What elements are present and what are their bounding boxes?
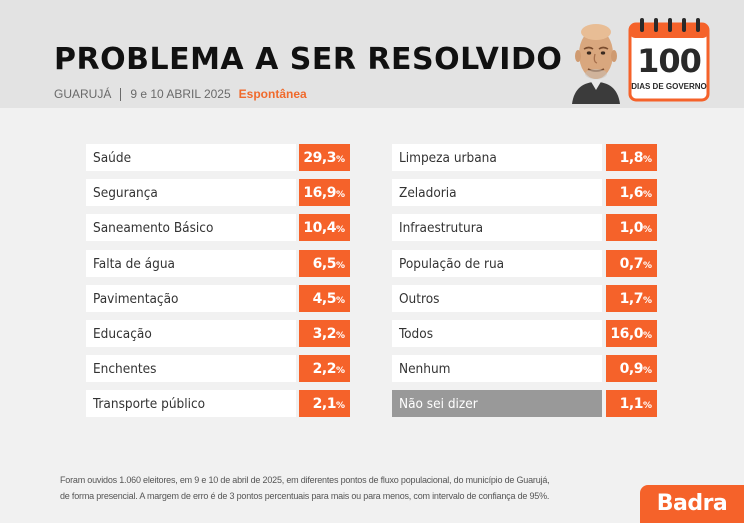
- percentage-value: 3,2%: [299, 319, 350, 347]
- result-row: Zeladoria 1,6%: [392, 179, 657, 207]
- methodology-footnote: Foram ouvidos 1.060 eleitores, em 9 e 10…: [60, 472, 620, 504]
- value-unit: %: [335, 225, 345, 236]
- value-number: 2,1: [312, 396, 337, 413]
- value-unit: %: [335, 401, 345, 412]
- value-unit: %: [642, 260, 652, 271]
- subtitle-divider: [120, 87, 122, 101]
- percentage-value: 0,7%: [606, 249, 657, 277]
- value-number: 1,8: [619, 150, 644, 166]
- value-number: 1,6: [619, 185, 644, 202]
- header-band: PROBLEMA A SER RESOLVIDO GUARUJÁ 9 e 10 …: [0, 0, 744, 108]
- category-label: Nenhum: [392, 355, 602, 383]
- badra-logo: Badra: [640, 485, 744, 523]
- value-number: 16,9: [303, 185, 336, 202]
- value-number: 3,2: [312, 325, 337, 342]
- value-unit: %: [335, 366, 345, 377]
- footnote-line-2: de forma presencial. A margem de erro é …: [60, 491, 550, 501]
- category-label: Saneamento Básico: [86, 214, 296, 242]
- value-unit: %: [335, 190, 345, 201]
- value-unit: %: [642, 401, 652, 412]
- subtitle: GUARUJÁ 9 e 10 ABRIL 2025 Espontânea: [54, 87, 307, 101]
- category-label: Limpeza urbana: [392, 144, 602, 171]
- value-unit: %: [642, 190, 652, 201]
- percentage-value: 16,9%: [299, 179, 350, 207]
- date-label: 9 e 10 ABRIL 2025: [130, 87, 231, 101]
- mayor-caricature-icon: [572, 24, 620, 104]
- result-row: População de rua 0,7%: [392, 249, 657, 277]
- badge-caption: DIAS DE GOVERNO: [631, 82, 707, 91]
- survey-type-tag: Espontânea: [238, 87, 307, 101]
- value-unit: %: [335, 295, 345, 306]
- percentage-value: 1,6%: [606, 179, 657, 207]
- value-unit: %: [335, 260, 345, 271]
- result-row: Falta de água 6,5%: [86, 249, 350, 277]
- category-label: Não sei dizer: [392, 390, 602, 418]
- result-row: Saneamento Básico 10,4%: [86, 214, 350, 242]
- category-label: Todos: [392, 319, 602, 347]
- result-row: Segurança 16,9%: [86, 179, 350, 207]
- result-row: Limpeza urbana 1,8%: [392, 144, 657, 171]
- badge-number: 100: [637, 42, 702, 80]
- value-number: 0,9: [619, 361, 644, 378]
- percentage-value: 29,3%: [299, 144, 350, 171]
- category-label: Transporte público: [86, 390, 296, 418]
- value-unit: %: [335, 330, 345, 341]
- page-title: PROBLEMA A SER RESOLVIDO: [54, 42, 563, 77]
- results-right-column: Limpeza urbana 1,8% Zeladoria 1,6% Infraestr…: [392, 144, 657, 426]
- result-row: Infraestrutura 1,0%: [392, 214, 657, 242]
- percentage-value: 16,0%: [606, 319, 657, 347]
- category-label: Educação: [86, 319, 296, 347]
- category-label: Segurança: [86, 179, 296, 207]
- value-number: 1,0: [619, 220, 644, 237]
- category-label: Outros: [392, 284, 602, 312]
- category-label: População de rua: [392, 249, 602, 277]
- percentage-value: 2,2%: [299, 355, 350, 383]
- value-unit: %: [642, 366, 652, 377]
- result-row: Outros 1,7%: [392, 284, 657, 312]
- value-number: 1,7: [619, 290, 644, 307]
- location-label: GUARUJÁ: [54, 87, 112, 101]
- hundred-days-badge: 100 DIAS DE GOVERNO: [628, 16, 710, 102]
- value-unit: %: [642, 155, 652, 165]
- category-label: Pavimentação: [86, 284, 296, 312]
- calendar-icon: [628, 18, 710, 102]
- value-number: 10,4: [303, 220, 336, 237]
- category-label: Saúde: [86, 144, 296, 171]
- result-row: Não sei dizer 1,1%: [392, 390, 657, 418]
- result-row: Enchentes 2,2%: [86, 355, 350, 383]
- result-row: Educação 3,2%: [86, 319, 350, 347]
- category-label: Falta de água: [86, 249, 296, 277]
- result-row: Saúde 29,3%: [86, 144, 350, 171]
- value-number: 16,0: [610, 325, 643, 342]
- percentage-value: 1,8%: [606, 144, 657, 171]
- value-number: 2,2: [312, 361, 337, 378]
- footnote-line-1: Foram ouvidos 1.060 eleitores, em 9 e 10…: [60, 475, 550, 485]
- percentage-value: 4,5%: [299, 284, 350, 312]
- percentage-value: 1,7%: [606, 284, 657, 312]
- percentage-value: 2,1%: [299, 390, 350, 418]
- value-unit: %: [335, 155, 345, 165]
- percentage-value: 1,0%: [606, 214, 657, 242]
- category-label: Zeladoria: [392, 179, 602, 207]
- value-number: 29,3: [303, 150, 336, 166]
- percentage-value: 1,1%: [606, 390, 657, 418]
- result-row: Todos 16,0%: [392, 319, 657, 347]
- percentage-value: 0,9%: [606, 355, 657, 383]
- results-left-column: Saúde 29,3% Segurança 16,9% Saneamento Básic…: [86, 144, 350, 426]
- category-label: Infraestrutura: [392, 214, 602, 242]
- value-unit: %: [642, 225, 652, 236]
- value-number: 0,7: [619, 255, 644, 272]
- value-unit: %: [642, 330, 652, 341]
- percentage-value: 6,5%: [299, 249, 350, 277]
- result-row: Pavimentação 4,5%: [86, 284, 350, 312]
- value-number: 4,5: [312, 290, 337, 307]
- category-label: Enchentes: [86, 355, 296, 383]
- result-row: Transporte público 2,1%: [86, 390, 350, 418]
- value-number: 1,1: [619, 396, 644, 413]
- value-unit: %: [642, 295, 652, 306]
- percentage-value: 10,4%: [299, 214, 350, 242]
- result-row: Nenhum 0,9%: [392, 355, 657, 383]
- value-number: 6,5: [312, 255, 337, 272]
